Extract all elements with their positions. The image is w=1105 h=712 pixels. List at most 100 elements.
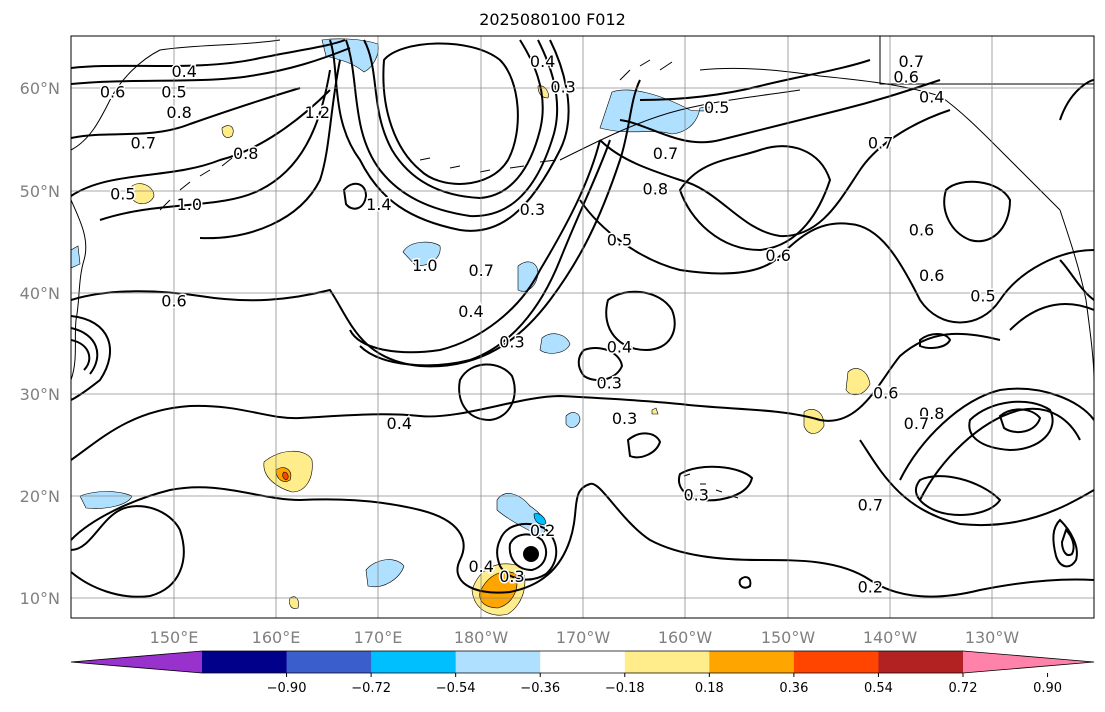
contour-line [626, 432, 662, 459]
lon-tick-label: 180°W [454, 628, 509, 647]
contour-line [639, 59, 871, 101]
contour-line [496, 523, 558, 581]
contour-line [382, 42, 519, 185]
contour-line [363, 39, 544, 200]
contour-line [99, 69, 331, 221]
lat-tick-label: 60°N [20, 79, 60, 98]
contour-line [943, 180, 1012, 243]
lon-tick-labels: 150°E 160°E 170°E 180°W 170°W 160°W 150°… [150, 628, 1020, 647]
contour-line [968, 400, 1054, 452]
colorbar-tick-label: 0.72 [949, 681, 978, 696]
colorbar-swatch [624, 651, 710, 673]
contour-line [71, 327, 99, 375]
contour-line [738, 576, 752, 589]
shade-red-21n [282, 471, 289, 481]
lat-tick-label: 10°N [20, 589, 60, 608]
contour-label: 0.7 [868, 134, 893, 153]
contour-line [899, 387, 1094, 481]
cyclone-center-marker [523, 546, 539, 562]
contour-label: 0.7 [653, 144, 678, 163]
contour-line [619, 79, 941, 144]
plot-frame [70, 35, 1095, 619]
contour-label: 0.3 [499, 333, 524, 352]
contour-label: 0.2 [530, 521, 555, 540]
lon-tick-label: 160°W [658, 628, 713, 647]
coast-kuril [159, 157, 233, 211]
contour-label: 0.8 [233, 144, 258, 163]
coast-hawaii [683, 473, 739, 499]
contour-line [1059, 259, 1094, 301]
contour-label: 0.6 [873, 384, 898, 403]
contour-label: 0.7 [904, 414, 929, 433]
colorbar-tick-label: −0.72 [351, 681, 391, 696]
contour-line [1052, 518, 1078, 568]
contour-label: 0.6 [765, 246, 790, 265]
colorbar-tick-label: 0.54 [864, 681, 893, 696]
contour-line [577, 347, 624, 382]
contour-label: 0.3 [612, 409, 637, 428]
colorbar-swatch [540, 651, 626, 673]
contour-line [71, 87, 301, 139]
colorbar-swatch [709, 651, 795, 673]
contour-label: 0.3 [550, 78, 575, 97]
contour-line [71, 332, 1001, 461]
contour-label: 1.0 [412, 256, 437, 275]
coast-alaska-peninsula [559, 89, 801, 161]
contour-label: 0.4 [919, 88, 944, 107]
contour-line [71, 47, 351, 85]
shade-blue-small-2 [565, 412, 581, 428]
lat-tick-label: 30°N [20, 385, 60, 404]
lon-tick-label: 160°E [252, 628, 301, 647]
shade-yellow-south [289, 596, 299, 609]
colorbar: −0.90 −0.72 −0.54 −0.36 −0.18 0.18 0.36 0.54 0.7… [70, 650, 1095, 696]
shade-yellow-pacific-1 [845, 368, 871, 396]
lon-tick-label: 140°W [863, 628, 918, 647]
colorbar-swatch [793, 651, 879, 673]
shade-blue-mid-north [402, 241, 441, 267]
colorbar-swatch [202, 651, 288, 673]
lon-tick-label: 170°E [354, 628, 403, 647]
contour-label: 0.3 [520, 200, 545, 219]
colorbar-tick-label: −0.54 [436, 681, 476, 696]
contour-line [71, 89, 331, 197]
map-title: 2025080100 F012 [479, 10, 626, 29]
coast-alaska-north [879, 36, 1094, 85]
lat-tick-label: 40°N [20, 284, 60, 303]
contour-line [919, 333, 952, 349]
contour-label: 0.3 [684, 486, 709, 505]
contour-line [342, 182, 368, 210]
contour-label: 0.4 [468, 557, 493, 576]
colorbar-extend-high [963, 651, 1094, 673]
contour-label: 0.4 [530, 52, 555, 71]
contour-label: 0.2 [858, 577, 883, 596]
contour-line [71, 482, 1094, 598]
contour-label: 0.6 [909, 220, 934, 239]
shade-orange-cyclone [479, 571, 518, 609]
contour-label: 0.7 [468, 261, 493, 280]
lat-tick-labels: 60°N 50°N 40°N 30°N 20°N 10°N [20, 79, 60, 608]
coast-bc [1059, 209, 1094, 381]
colorbar-swatch [878, 651, 964, 673]
colorbar-tick-label: −0.18 [605, 681, 645, 696]
coast-alaska-south [699, 67, 1061, 211]
lon-tick-label: 170°W [556, 628, 611, 647]
contour-line [914, 475, 1002, 516]
contour-line [599, 109, 951, 238]
contour-label: 0.4 [607, 338, 632, 357]
contour-label: 0.5 [110, 185, 135, 204]
contour-line [329, 39, 570, 232]
lon-tick-label: 150°W [761, 628, 816, 647]
contour-line [579, 199, 1094, 324]
contour-line [508, 533, 548, 572]
contour-line [345, 39, 559, 218]
contour-label: 0.7 [858, 496, 883, 515]
contour-line [998, 408, 1042, 434]
contour-label: 0.7 [899, 52, 924, 71]
coastlines [71, 36, 1094, 499]
plot-area [71, 36, 1094, 618]
contour-label: 0.6 [893, 67, 918, 86]
contour-lines [71, 39, 1094, 598]
contour-line [71, 315, 111, 401]
contour-label: 0.4 [387, 414, 412, 433]
